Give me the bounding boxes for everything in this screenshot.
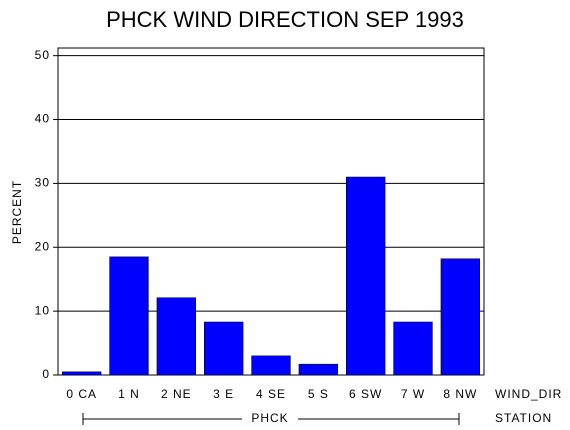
x-tick-label: 3 E (213, 387, 234, 401)
x-tick-label: 6 SW (349, 387, 382, 401)
y-tick-label: 40 (35, 112, 50, 126)
x-tick-label: 5 S (308, 387, 329, 401)
group-label: PHCK (251, 411, 288, 425)
bar (204, 321, 244, 376)
bar (62, 371, 102, 376)
bar (156, 297, 196, 376)
chart-title: PHCK WIND DIRECTION SEP 1993 (106, 7, 464, 32)
x-tick-label: 2 NE (161, 387, 192, 401)
y-tick-label: 0 (42, 367, 50, 381)
x-tick-label: 8 NW (443, 387, 477, 401)
group-axis-label: STATION (495, 411, 552, 425)
y-tick-label: 50 (35, 48, 50, 62)
y-tick-label: 10 (35, 303, 50, 317)
x-tick-label: 0 CA (66, 387, 97, 401)
y-tick-label: 20 (35, 239, 50, 253)
x-axis-label: WIND_DIR (495, 387, 562, 401)
y-axis-label: PERCENT (10, 180, 24, 244)
bar (440, 258, 480, 376)
y-tick-label: 30 (35, 176, 50, 190)
x-tick-label: 4 SE (256, 387, 286, 401)
bar (393, 321, 433, 376)
x-tick-label: 1 N (118, 387, 140, 401)
bar (251, 355, 291, 376)
bar (109, 256, 149, 376)
x-tick-label: 7 W (401, 387, 425, 401)
bar (346, 176, 386, 376)
bar (298, 363, 338, 376)
